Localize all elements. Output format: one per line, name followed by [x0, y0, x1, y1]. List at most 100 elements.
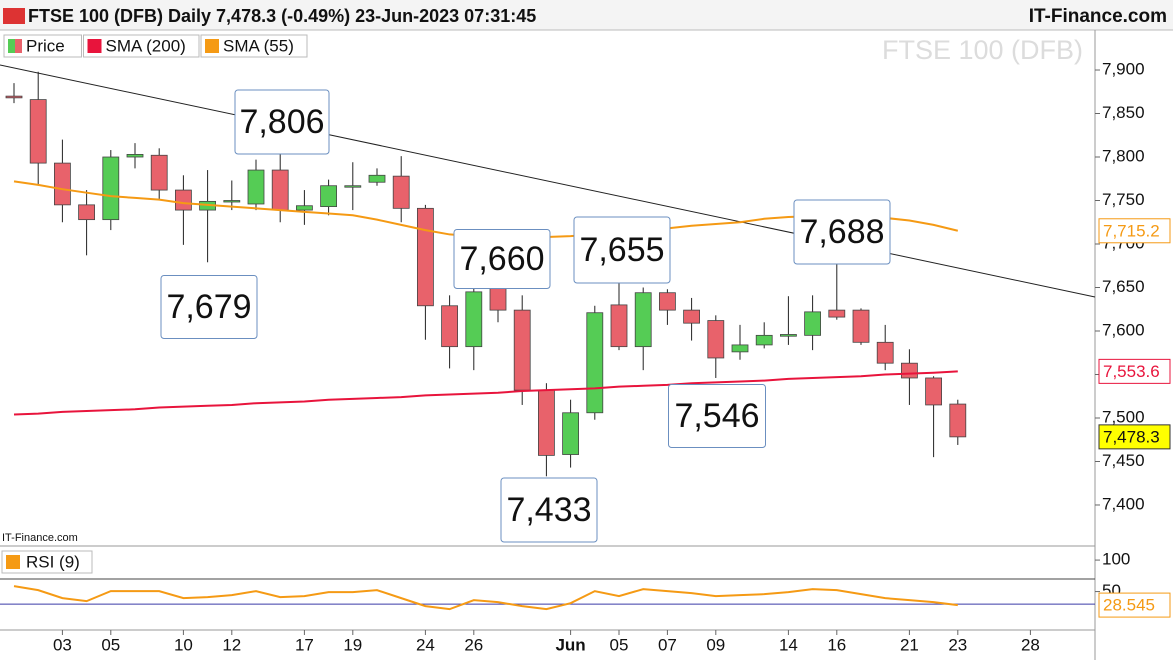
candle-body	[804, 311, 821, 336]
trend-line	[0, 64, 1096, 298]
candle-body	[828, 309, 846, 318]
legend-box	[200, 34, 308, 58]
candle-body	[707, 320, 725, 359]
annotation-box	[573, 216, 671, 284]
x-tick-label: 09	[706, 635, 725, 654]
candle-body	[659, 292, 676, 311]
annotation-box	[160, 275, 258, 339]
candle-body	[586, 312, 604, 414]
candle-body	[441, 305, 459, 348]
candle-body	[54, 162, 71, 206]
candle-body	[538, 389, 555, 456]
annotation-box	[793, 199, 891, 265]
candle-body	[465, 291, 483, 348]
annotation: 7,546	[674, 397, 759, 435]
y-tick-label: 7,850	[1102, 103, 1145, 122]
x-tick-label: 24	[416, 635, 435, 654]
annotation-box	[500, 477, 598, 543]
candle-body	[513, 309, 531, 391]
candle-body	[852, 309, 870, 343]
y-tick-label: 7,800	[1102, 146, 1145, 165]
candle-body	[634, 292, 652, 348]
candle-body	[295, 205, 313, 211]
legend-box	[3, 34, 82, 58]
annotation-box	[234, 89, 330, 155]
demo-icon	[3, 8, 25, 24]
last-value-label: 7,553.6	[1103, 362, 1160, 381]
x-tick-label: 23	[948, 635, 967, 654]
y-tick-label: 7,750	[1102, 190, 1145, 209]
candle-body	[949, 403, 967, 438]
legend-swatch	[6, 555, 20, 569]
header-bar	[0, 0, 1173, 30]
x-tick-label: 05	[610, 635, 629, 654]
legend-swatch	[8, 39, 15, 53]
x-tick-label: 07	[658, 635, 677, 654]
candle-body	[925, 377, 942, 406]
candle-body	[392, 175, 410, 209]
candle-body	[247, 169, 265, 205]
legend-swatch	[15, 39, 22, 53]
annotation: 7,433	[506, 491, 591, 529]
x-tick-label: 19	[343, 635, 362, 654]
last-value-label: 7,715.2	[1103, 221, 1160, 240]
series-line	[13, 585, 958, 611]
candle-body	[610, 304, 628, 348]
candle-body	[126, 154, 144, 158]
candle-body	[416, 207, 434, 307]
candle-body	[562, 412, 579, 455]
legend-label: SMA (200)	[106, 36, 186, 55]
x-tick-label: 17	[295, 635, 314, 654]
candle-body	[368, 174, 386, 183]
x-tick-label: 28	[1021, 635, 1040, 654]
candle-body	[174, 189, 192, 211]
x-tick-label: 03	[53, 635, 72, 654]
candle-body	[876, 341, 894, 364]
y-tick-label: 7,600	[1102, 320, 1145, 339]
last-value-box	[1098, 358, 1171, 384]
chart-title: FTSE 100 (DFB) Daily 7,478.3 (-0.49%) 23…	[28, 6, 536, 26]
legend-box	[1, 550, 93, 574]
candle-body	[731, 344, 749, 353]
x-tick-label: 16	[827, 635, 846, 654]
last-value-box	[1098, 218, 1171, 244]
x-tick-label: 10	[174, 635, 193, 654]
candle-body	[223, 200, 241, 203]
annotation: 7,806	[239, 103, 324, 141]
annotation-box	[668, 384, 766, 448]
annotation: 7,655	[579, 231, 664, 269]
candle-body	[755, 334, 773, 346]
legend-swatch	[87, 39, 102, 53]
candle-body	[344, 185, 362, 188]
x-tick-label: 14	[779, 635, 798, 654]
x-tick-label: 26	[464, 635, 483, 654]
y-tick-label: 7,900	[1102, 60, 1145, 79]
x-tick-label: 05	[101, 635, 120, 654]
candle-body	[29, 99, 47, 164]
candle-body	[489, 287, 507, 311]
annotation: 7,679	[166, 288, 251, 326]
candle-body	[901, 362, 918, 379]
candle-body	[683, 309, 700, 324]
candle-body	[78, 204, 95, 221]
y-tick-label: 7,500	[1102, 407, 1145, 426]
y-tick-label: 7,400	[1102, 494, 1145, 513]
last-value-box	[1098, 592, 1171, 618]
candle-body	[102, 156, 120, 221]
y-tick-label: 7,450	[1102, 451, 1145, 470]
legend-label: Price	[26, 36, 65, 55]
x-tick-label: Jun	[555, 635, 585, 654]
candle-body	[5, 95, 23, 99]
source: IT-Finance.com	[1029, 6, 1167, 27]
y-tick-label: 100	[1102, 550, 1130, 569]
annotation: 7,660	[459, 240, 544, 278]
last-value-label: 28.545	[1103, 596, 1155, 615]
candle-body	[320, 185, 338, 207]
candle-body	[780, 334, 797, 337]
y-tick-label: 7,650	[1102, 277, 1145, 296]
legend-label: RSI (9)	[26, 552, 80, 571]
legend-box	[83, 34, 200, 58]
x-tick-label: 21	[900, 635, 919, 654]
watermark: FTSE 100 (DFB)	[882, 35, 1083, 65]
